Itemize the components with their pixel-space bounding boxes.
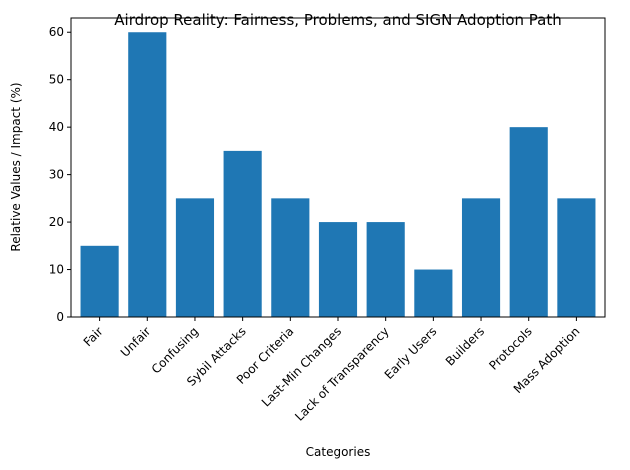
y-tick-label-0: 0 xyxy=(56,310,64,324)
x-axis-label: Categories xyxy=(306,445,371,459)
bar-confusing xyxy=(175,198,215,317)
bars-group xyxy=(80,32,596,318)
bar-early-users xyxy=(414,269,453,317)
x-tick-label-protocols: Protocols xyxy=(486,324,535,373)
y-tick-label-40: 40 xyxy=(49,120,64,134)
bar-protocols xyxy=(509,127,548,318)
bar-builders xyxy=(461,198,501,317)
y-axis-ticks: 0 10 20 30 40 50 60 xyxy=(49,25,71,324)
bar-lack-of-transparency xyxy=(366,222,405,317)
y-tick-label-20: 20 xyxy=(49,215,64,229)
bar-fair xyxy=(80,245,119,317)
bar-mass-adoption xyxy=(557,198,596,317)
y-tick-label-60: 60 xyxy=(49,25,64,39)
x-tick-label-last-min-changes: Last-Min Changes xyxy=(259,324,344,409)
x-tick-label-fair: Fair xyxy=(81,324,106,349)
bar-poor-criteria xyxy=(271,198,310,317)
y-tick-label-50: 50 xyxy=(49,73,64,87)
y-tick-label-10: 10 xyxy=(49,263,64,277)
x-tick-label-unfair: Unfair xyxy=(118,324,154,360)
bar-unfair xyxy=(128,32,167,317)
bar-last-min-changes xyxy=(318,222,358,317)
x-tick-label-builders: Builders xyxy=(443,324,487,368)
y-axis-label: Relative Values / Impact (%) xyxy=(9,82,23,251)
chart-title: Airdrop Reality: Fairness, Problems, and… xyxy=(114,11,561,29)
y-tick-label-30: 30 xyxy=(49,168,64,182)
x-tick-label-lack-of-transparency: Lack of Transparency xyxy=(292,324,392,424)
bar-sybil-attacks xyxy=(223,150,262,317)
plot-frame xyxy=(70,17,606,318)
